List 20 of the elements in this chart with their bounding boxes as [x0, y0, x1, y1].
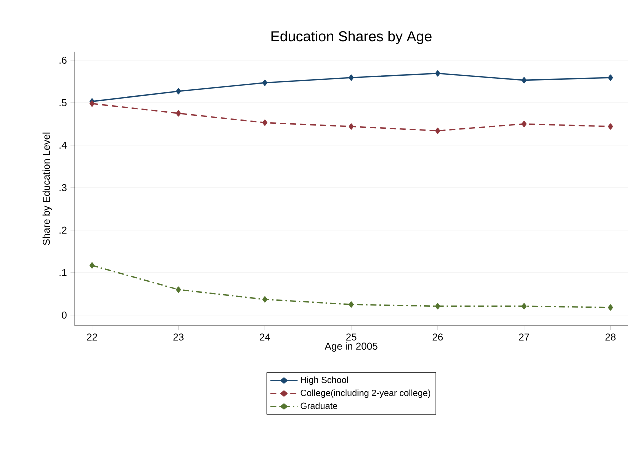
chart-title: Education Shares by Age	[272, 31, 432, 44]
y-tick-label: 0	[62, 312, 67, 319]
y-tick-label: .1	[60, 269, 67, 276]
x-tick-label: 25	[346, 334, 357, 341]
y-tick-label: .2	[60, 226, 67, 234]
x-tick-label: 24	[260, 334, 270, 341]
x-tick-label: 26	[432, 334, 444, 341]
legend-label: Graduate	[300, 402, 338, 410]
x-tick-label: 27	[519, 334, 530, 341]
y-tick-label: .5	[60, 99, 67, 106]
legend-label: High School	[301, 376, 348, 386]
x-tick-label: 23	[174, 334, 184, 341]
y-axis-title: Share by Education Level	[42, 132, 52, 246]
x-tick-label: 28	[606, 334, 616, 341]
y-tick-label: .6	[60, 56, 67, 64]
x-tick-label: 22	[87, 334, 98, 341]
x-axis-title: Age in 2005	[324, 342, 378, 352]
legend-label: College(including 2-year college)	[300, 390, 430, 398]
y-tick-label: .3	[60, 184, 67, 192]
y-tick-label: .4	[60, 142, 67, 149]
